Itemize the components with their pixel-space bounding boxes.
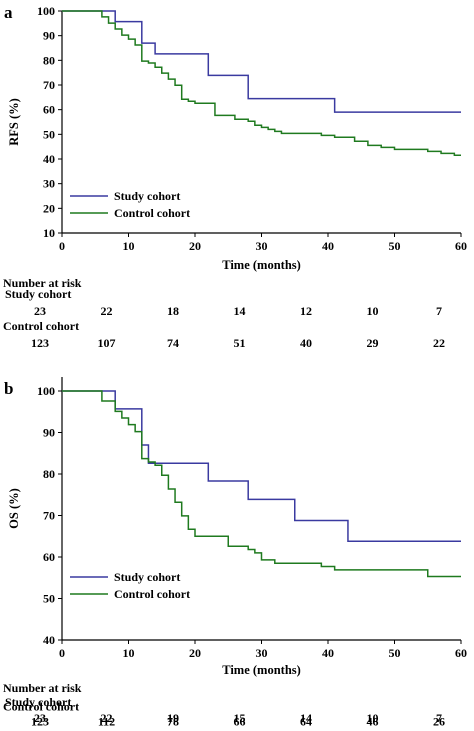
y-tick-label: 40 xyxy=(43,633,55,647)
series-line-control xyxy=(62,10,461,157)
series-line-control xyxy=(62,390,461,578)
y-tick-label: 70 xyxy=(43,78,55,92)
risk-value: 15 xyxy=(234,711,246,725)
y-tick-label: 10 xyxy=(43,226,55,240)
x-tick-label: 60 xyxy=(455,646,467,660)
risk-value: 66 xyxy=(234,715,246,729)
chart-panel-b: b 40 50 60 70 80 90 100 0 10 20 30 40 50 60 Time (month… xyxy=(3,377,467,729)
risk-value: 26 xyxy=(433,715,445,729)
risk-table-title: Number at risk xyxy=(3,681,82,695)
risk-value: 7 xyxy=(436,304,442,318)
risk-value: 12 xyxy=(300,304,312,318)
risk-value: 29 xyxy=(367,336,379,350)
risk-value: 22 xyxy=(433,336,445,350)
y-tick-label: 100 xyxy=(37,4,55,18)
risk-value: 10 xyxy=(367,711,379,725)
risk-row-label: Control cohort xyxy=(3,319,79,333)
risk-value: 46 xyxy=(367,715,379,729)
x-tick-label: 0 xyxy=(59,646,65,660)
y-tick-label: 90 xyxy=(43,29,55,43)
risk-row-label: Control cohort xyxy=(3,700,79,714)
legend-label: Control cohort xyxy=(114,206,190,220)
y-tick-label: 20 xyxy=(43,201,55,215)
risk-value: 107 xyxy=(98,336,116,350)
x-axis-label: Time (months) xyxy=(222,663,301,677)
y-tick-label: 100 xyxy=(37,384,55,398)
risk-value: 40 xyxy=(300,336,312,350)
y-tick-label: 90 xyxy=(43,426,55,440)
y-tick-label: 50 xyxy=(43,127,55,141)
series-line-study xyxy=(62,390,461,542)
risk-value: 123 xyxy=(31,336,49,350)
x-tick-label: 20 xyxy=(189,646,201,660)
x-tick-label: 50 xyxy=(389,646,401,660)
panel-label: a xyxy=(4,3,13,22)
y-tick-label: 60 xyxy=(43,550,55,564)
risk-value: 14 xyxy=(300,711,312,725)
x-tick-label: 30 xyxy=(256,646,268,660)
x-tick-label: 40 xyxy=(322,646,334,660)
risk-value: 19 xyxy=(167,711,179,725)
risk-value: 23 xyxy=(34,304,46,318)
x-tick-label: 30 xyxy=(256,239,268,253)
risk-value: 22 xyxy=(101,711,113,725)
x-tick-label: 10 xyxy=(123,239,135,253)
y-axis-label: RFS (%) xyxy=(7,98,21,146)
y-tick-label: 50 xyxy=(43,592,55,606)
risk-value: 64 xyxy=(300,715,312,729)
chart-panel-a: a 10 20 30 40 50 60 70 80 90 100 0 10 20 30 40 50 60 Time … xyxy=(3,3,467,350)
risk-value: 78 xyxy=(167,715,179,729)
y-tick-label: 40 xyxy=(43,152,55,166)
risk-row-label: Study cohort xyxy=(5,695,71,709)
risk-row-label: Study cohort xyxy=(5,287,71,301)
risk-value: 22 xyxy=(101,304,113,318)
y-tick-label: 80 xyxy=(43,467,55,481)
risk-value: 7 xyxy=(436,711,442,725)
risk-value: 51 xyxy=(234,336,246,350)
x-axis-label: Time (months) xyxy=(222,258,301,272)
x-tick-label: 60 xyxy=(455,239,467,253)
panel-label: b xyxy=(4,379,13,398)
series-line-study xyxy=(62,10,461,113)
risk-value: 112 xyxy=(98,715,115,729)
x-tick-label: 50 xyxy=(389,239,401,253)
risk-value: 74 xyxy=(167,336,179,350)
risk-value: 23 xyxy=(34,711,46,725)
risk-value: 18 xyxy=(167,304,179,318)
x-tick-label: 40 xyxy=(322,239,334,253)
risk-value: 123 xyxy=(31,715,49,729)
y-tick-label: 70 xyxy=(43,509,55,523)
x-tick-label: 0 xyxy=(59,239,65,253)
legend-label: Study cohort xyxy=(114,570,180,584)
y-tick-label: 80 xyxy=(43,53,55,67)
risk-value: 10 xyxy=(367,304,379,318)
legend-label: Study cohort xyxy=(114,189,180,203)
y-axis-label: OS (%) xyxy=(7,488,21,529)
y-tick-label: 60 xyxy=(43,103,55,117)
x-tick-label: 20 xyxy=(189,239,201,253)
legend-label: Control cohort xyxy=(114,587,190,601)
x-tick-label: 10 xyxy=(123,646,135,660)
risk-value: 14 xyxy=(234,304,246,318)
risk-table-title: Number at risk xyxy=(3,276,82,290)
y-tick-label: 30 xyxy=(43,177,55,191)
